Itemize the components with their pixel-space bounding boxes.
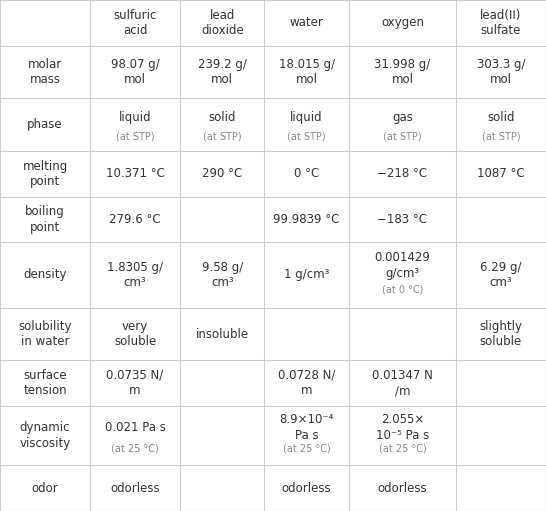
- Text: surface
tension: surface tension: [23, 369, 67, 398]
- Text: sulfuric
acid: sulfuric acid: [114, 9, 157, 37]
- Text: 0.001429
g/cm³: 0.001429 g/cm³: [375, 251, 430, 280]
- Text: 279.6 °C: 279.6 °C: [109, 213, 161, 226]
- Text: 6.29 g/
cm³: 6.29 g/ cm³: [480, 261, 522, 289]
- Text: 0.0735 N/
m: 0.0735 N/ m: [106, 369, 164, 398]
- Text: water: water: [290, 16, 324, 29]
- Text: very
soluble: very soluble: [114, 320, 156, 349]
- Text: molar
mass: molar mass: [28, 58, 62, 86]
- Text: (at STP): (at STP): [203, 131, 241, 142]
- Text: −183 °C: −183 °C: [377, 213, 428, 226]
- Text: (at 25 °C): (at 25 °C): [111, 444, 159, 454]
- Text: 0 °C: 0 °C: [294, 168, 319, 180]
- Text: solubility
in water: solubility in water: [18, 320, 72, 349]
- Text: oxygen: oxygen: [381, 16, 424, 29]
- Text: (at 0 °C): (at 0 °C): [382, 284, 423, 294]
- Text: 290 °C: 290 °C: [202, 168, 242, 180]
- Text: 2.055×
10⁻⁵ Pa s: 2.055× 10⁻⁵ Pa s: [376, 413, 429, 442]
- Text: 0.0728 N/
m: 0.0728 N/ m: [278, 369, 335, 398]
- Text: 99.9839 °C: 99.9839 °C: [274, 213, 340, 226]
- Text: dynamic
viscosity: dynamic viscosity: [20, 422, 70, 450]
- Text: insoluble: insoluble: [195, 328, 249, 341]
- Text: lead(II)
sulfate: lead(II) sulfate: [480, 9, 521, 37]
- Text: 1.8305 g/
cm³: 1.8305 g/ cm³: [107, 261, 163, 289]
- Text: (at STP): (at STP): [383, 131, 422, 142]
- Text: 0.021 Pa s: 0.021 Pa s: [105, 421, 165, 434]
- Text: phase: phase: [27, 118, 63, 131]
- Text: odorless: odorless: [378, 482, 427, 495]
- Text: −218 °C: −218 °C: [377, 168, 428, 180]
- Text: 239.2 g/
mol: 239.2 g/ mol: [198, 58, 247, 86]
- Text: 0.01347 N
/m: 0.01347 N /m: [372, 369, 433, 398]
- Text: solid: solid: [209, 111, 236, 124]
- Text: 31.998 g/
mol: 31.998 g/ mol: [374, 58, 430, 86]
- Text: odorless: odorless: [110, 482, 160, 495]
- Text: (at STP): (at STP): [482, 131, 520, 142]
- Text: liquid: liquid: [119, 111, 151, 124]
- Text: density: density: [23, 268, 67, 282]
- Text: (at STP): (at STP): [287, 131, 326, 142]
- Text: gas: gas: [392, 111, 413, 124]
- Text: (at 25 °C): (at 25 °C): [378, 444, 426, 454]
- Text: 1087 °C: 1087 °C: [477, 168, 525, 180]
- Text: 9.58 g/
cm³: 9.58 g/ cm³: [201, 261, 243, 289]
- Text: lead
dioxide: lead dioxide: [201, 9, 244, 37]
- Text: liquid: liquid: [290, 111, 323, 124]
- Text: 8.9×10⁻⁴
Pa s: 8.9×10⁻⁴ Pa s: [280, 413, 334, 442]
- Text: solid: solid: [487, 111, 515, 124]
- Text: 10.371 °C: 10.371 °C: [105, 168, 164, 180]
- Text: (at STP): (at STP): [116, 131, 155, 142]
- Text: melting
point: melting point: [22, 159, 68, 188]
- Text: (at 25 °C): (at 25 °C): [283, 444, 330, 454]
- Text: odorless: odorless: [282, 482, 331, 495]
- Text: odor: odor: [32, 482, 58, 495]
- Text: slightly
soluble: slightly soluble: [479, 320, 523, 349]
- Text: 18.015 g/
mol: 18.015 g/ mol: [278, 58, 335, 86]
- Text: 98.07 g/
mol: 98.07 g/ mol: [111, 58, 159, 86]
- Text: boiling
point: boiling point: [25, 205, 65, 234]
- Text: 303.3 g/
mol: 303.3 g/ mol: [477, 58, 525, 86]
- Text: 1 g/cm³: 1 g/cm³: [284, 268, 329, 282]
